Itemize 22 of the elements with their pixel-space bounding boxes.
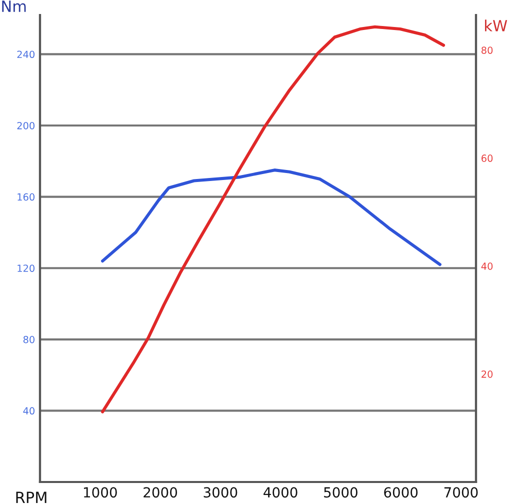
- y-tick-label: 160: [18, 193, 34, 201]
- line-series: [101, 25, 446, 414]
- x-tick-label: 2000: [144, 487, 178, 498]
- x-tick-label: 6000: [384, 487, 418, 498]
- line-series: [101, 168, 442, 266]
- y-tick-label: 40: [23, 407, 34, 415]
- y-tick-label: 240: [17, 50, 34, 58]
- x-tick-label: 5000: [324, 487, 358, 498]
- y-tick-label: 80: [23, 336, 34, 344]
- y2-axis-title: kW: [485, 20, 508, 32]
- x-tick-label: 1000: [84, 487, 117, 498]
- y-tick-label: 120: [18, 264, 34, 272]
- x-tick-label: 7000: [444, 487, 478, 498]
- x-tick-label: 3000: [204, 487, 238, 498]
- y-axis-title: Nm: [2, 0, 26, 12]
- y2-tick-label: 60: [482, 154, 493, 162]
- y2-tick-label: 80: [482, 46, 493, 54]
- x-axis-title: RPM: [16, 492, 46, 503]
- y2-tick-label: 40: [481, 262, 493, 270]
- y2-tick-label: 20: [482, 370, 493, 378]
- x-tick-label: 4000: [264, 487, 298, 498]
- y-tick-label: 200: [17, 122, 34, 130]
